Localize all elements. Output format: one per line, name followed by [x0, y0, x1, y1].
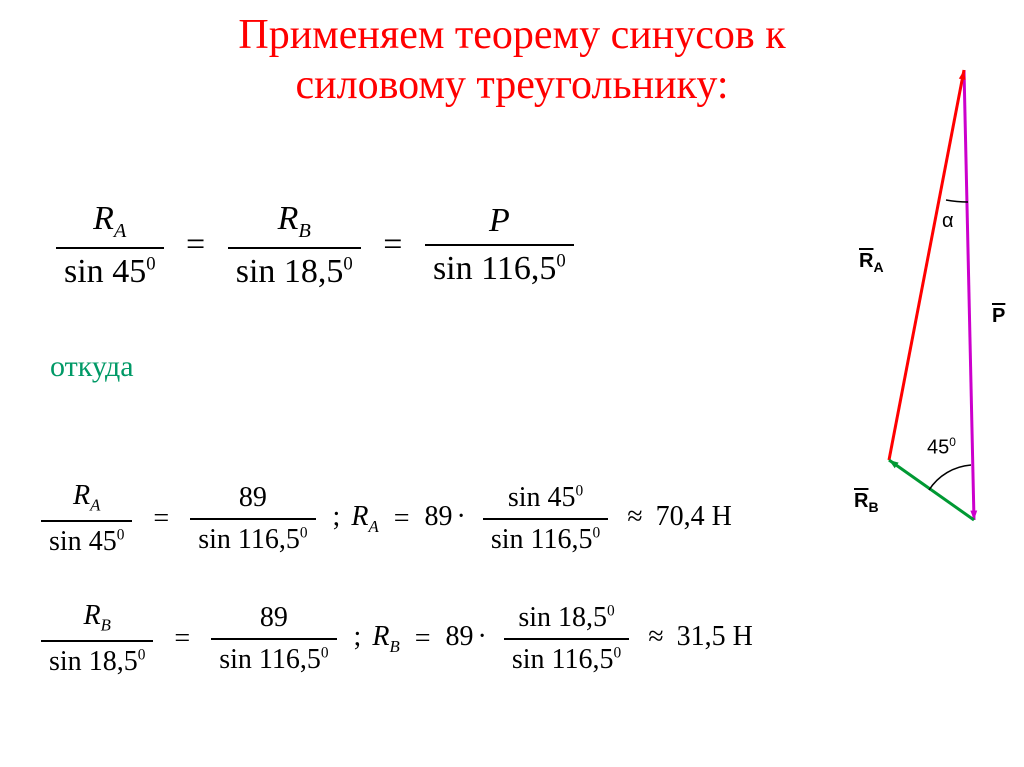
- angle-1165: 116,5: [481, 250, 556, 287]
- equals-sign: =: [174, 623, 190, 655]
- frac-left: RB sin 18,50: [41, 600, 153, 678]
- alpha-label: α: [942, 210, 954, 233]
- sin-text: sin: [219, 644, 252, 675]
- sin-text: sin: [518, 602, 551, 633]
- whence-label: откуда: [50, 350, 134, 384]
- deg-sup: 0: [321, 644, 329, 661]
- frac-left: RA sin 450: [41, 480, 132, 558]
- val-89: 89: [425, 501, 453, 532]
- deg-sup: 0: [613, 644, 621, 661]
- title-line-1: Применяем теорему синусов к: [238, 12, 785, 58]
- var-r: R: [73, 480, 90, 511]
- angle-185: 18,5: [89, 646, 138, 677]
- rb-label: RB: [854, 490, 879, 515]
- fraction-p: P sin 116,50: [425, 202, 574, 288]
- equals-sign: =: [394, 503, 410, 535]
- deg-sup: 0: [300, 524, 308, 541]
- equals-sign: =: [186, 226, 205, 264]
- result-315: 31,5 Н: [677, 621, 753, 652]
- deg-sup: 0: [556, 251, 565, 272]
- val-89: 89: [446, 621, 474, 652]
- angle-1165: 116,5: [238, 524, 300, 555]
- sub-a: A: [90, 496, 100, 515]
- cdot: ·: [478, 621, 487, 652]
- deg-sup: 0: [576, 482, 584, 499]
- result-704: 70,4 Н: [656, 501, 732, 532]
- deg-sup: 0: [592, 524, 600, 541]
- sin-text: sin: [433, 250, 473, 287]
- cdot: ·: [457, 501, 466, 532]
- angle-1165: 116,5: [259, 644, 321, 675]
- equation-rb: RB sin 18,50 = 89 sin 116,50 ; RB = 89· …: [35, 600, 753, 678]
- deg-sup: 0: [343, 253, 352, 274]
- deg-sup: 0: [146, 253, 155, 274]
- var-p: P: [489, 202, 510, 239]
- diagram-svg: [784, 60, 1014, 560]
- semicolon: ;: [333, 501, 341, 532]
- fraction-rb: RB sin 18,50: [228, 200, 361, 291]
- sin-text: sin: [49, 646, 82, 677]
- sin-text: sin: [198, 524, 231, 555]
- angle-1165: 116,5: [531, 524, 593, 555]
- sub-a: A: [368, 517, 378, 536]
- deg-sup: 0: [138, 646, 146, 663]
- equation-ra: RA sin 450 = 89 sin 116,50 ; RA = 89· si…: [35, 480, 732, 558]
- title-line-2: силовому треугольнику:: [296, 62, 729, 108]
- sin-text: sin: [49, 526, 82, 557]
- frac-right: sin 18,50 sin 116,50: [504, 602, 629, 676]
- p-label: P: [992, 305, 1005, 328]
- sin-text: sin: [491, 524, 524, 555]
- sin-text: sin: [64, 253, 104, 290]
- sub-b: B: [101, 616, 111, 635]
- fraction-ra: RA sin 450: [56, 200, 164, 291]
- ra-label: RA: [859, 250, 884, 275]
- var-r: R: [84, 600, 101, 631]
- var-r: R: [351, 501, 368, 532]
- equals-sign: =: [153, 503, 169, 535]
- angle-45: 45: [89, 526, 117, 557]
- num-89: 89: [190, 482, 315, 520]
- sub-b: B: [389, 637, 399, 656]
- frac-mid: 89 sin 116,50: [211, 602, 336, 676]
- sub-a: A: [114, 220, 126, 242]
- sin-text: sin: [508, 482, 541, 513]
- deg-sup: 0: [117, 526, 125, 543]
- equals-sign: =: [383, 226, 402, 264]
- angle-185: 18,5: [558, 602, 607, 633]
- sin-text: sin: [512, 644, 545, 675]
- var-ra: R: [93, 200, 114, 237]
- sub-b: B: [298, 220, 310, 242]
- frac-right: sin 450 sin 116,50: [483, 482, 608, 556]
- var-rb: R: [278, 200, 299, 237]
- var-r: R: [372, 621, 389, 652]
- num-89: 89: [211, 602, 336, 640]
- angle-45: 45: [112, 253, 146, 290]
- angle-1165: 116,5: [552, 644, 614, 675]
- angle-45: 45: [548, 482, 576, 513]
- angle-185: 18,5: [284, 253, 344, 290]
- sin-text: sin: [236, 253, 276, 290]
- approx-sign: ≈: [648, 621, 663, 652]
- equals-sign: =: [415, 623, 431, 655]
- main-equation: RA sin 450 = RB sin 18,50 = P sin 116,50: [50, 200, 580, 291]
- approx-sign: ≈: [627, 501, 642, 532]
- force-triangle-diagram: α RA P RB 450: [784, 60, 1014, 560]
- deg-sup: 0: [607, 602, 615, 619]
- frac-mid: 89 sin 116,50: [190, 482, 315, 556]
- angle-45-label: 450: [927, 435, 956, 460]
- semicolon: ;: [354, 621, 362, 652]
